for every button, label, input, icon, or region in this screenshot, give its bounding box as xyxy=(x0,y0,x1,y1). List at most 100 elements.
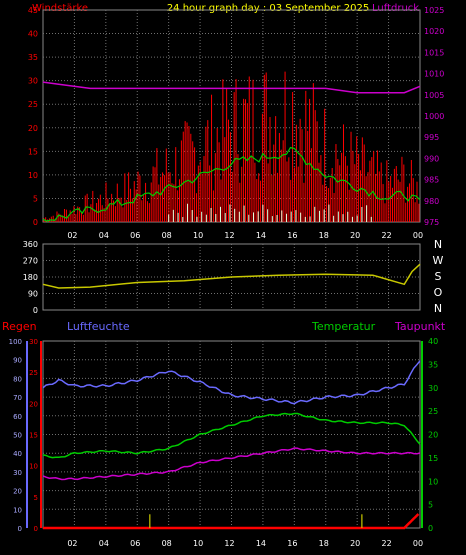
pressure-tick-label: 980 xyxy=(424,197,439,206)
temperature-tick-label: 5 xyxy=(428,501,433,510)
humidity-tick-label: 0 xyxy=(18,525,22,533)
temperature-tick-label: 25 xyxy=(428,407,438,416)
pressure-tick-label: 995 xyxy=(424,133,439,142)
humidity-axis: 0 10 20 30 40 50 60 70 80 90 100 xyxy=(9,338,28,533)
wind-tick-label: 10 xyxy=(28,171,38,180)
direction-tick-label: 0 xyxy=(33,306,38,315)
direction-tick-label: 270 xyxy=(23,257,38,266)
humidity-tick-label: 70 xyxy=(13,394,22,402)
direction-marks xyxy=(42,263,421,289)
wind-tick-label: 0 xyxy=(33,218,38,227)
compass-label: W xyxy=(433,254,444,267)
rain-tick-label: 30 xyxy=(29,338,38,346)
pressure-line xyxy=(42,81,421,94)
x-tick-label: 02 xyxy=(67,539,77,548)
humidity-tick-label: 20 xyxy=(13,488,22,496)
compass-label: N xyxy=(434,302,442,315)
humidity-tick-label: 10 xyxy=(13,506,22,514)
humidity-tick-label: 80 xyxy=(13,375,22,383)
x-tick-label: 22 xyxy=(381,539,391,548)
humidity-tick-label: 100 xyxy=(9,338,22,346)
wind-label: Windstärke xyxy=(32,3,88,14)
rain-axis: 0 5 10 15 20 25 30 xyxy=(29,338,42,533)
wind-tick-label: 5 xyxy=(33,194,38,203)
direction-tick-label: 180 xyxy=(23,273,38,282)
pressure-label: Luftdruck xyxy=(372,3,419,14)
wind-tick-label: 20 xyxy=(28,124,38,133)
x-tick-label: 00 xyxy=(413,539,423,548)
temperature-line xyxy=(42,412,421,459)
humidity-tick-label: 50 xyxy=(13,432,22,440)
wind-tick-label: 30 xyxy=(28,77,38,86)
x-tick-label: 20 xyxy=(350,231,360,240)
pressure-axis-ticks: 975 980 985 990 995 1000 1005 1010 1015 1020 1025 xyxy=(424,6,444,227)
x-tick-label: 04 xyxy=(99,539,109,548)
wind-tick-label: 25 xyxy=(28,100,38,109)
pressure-tick-label: 975 xyxy=(424,218,439,227)
rain-tick-label: 0 xyxy=(34,525,38,533)
x-tick-label: 18 xyxy=(319,539,329,548)
x-tick-label: 02 xyxy=(67,231,77,240)
humidity-line xyxy=(42,360,421,405)
direction-axis-ticks: 360 270 180 90 0 xyxy=(23,240,38,315)
dewpoint-label: Taupunkt xyxy=(394,320,446,333)
pressure-tick-label: 1010 xyxy=(424,70,444,79)
compass-label: N xyxy=(434,238,442,251)
x-tick-label: 08 xyxy=(162,231,172,240)
humidity-label: Luftfeuchte xyxy=(67,320,130,333)
temperature-tick-label: 10 xyxy=(428,477,438,486)
x-tick-label: 12 xyxy=(224,231,234,240)
pressure-tick-label: 1000 xyxy=(424,112,444,121)
pressure-tick-label: 1025 xyxy=(424,6,444,15)
pressure-tick-label: 985 xyxy=(424,176,439,185)
pressure-tick-label: 1015 xyxy=(424,48,444,57)
x-tick-label: 16 xyxy=(287,539,297,548)
rain-tick-label: 20 xyxy=(29,400,38,408)
rain-tick-label: 25 xyxy=(29,369,38,377)
x-tick-label: 10 xyxy=(193,231,203,240)
compass-label: S xyxy=(435,270,442,283)
temperature-tick-label: 35 xyxy=(428,360,438,369)
x-tick-label: 08 xyxy=(162,539,172,548)
temperature-tick-label: 0 xyxy=(428,524,433,533)
rain-line xyxy=(43,513,420,530)
x-tick-label: 04 xyxy=(99,231,109,240)
x-tick-label: 12 xyxy=(224,539,234,548)
wind-tick-label: 45 xyxy=(28,6,38,15)
direction-line xyxy=(42,263,421,289)
humidity-tick-label: 60 xyxy=(13,413,22,421)
wind-marks xyxy=(42,71,421,222)
pressure-tick-label: 1005 xyxy=(424,91,444,100)
x-tick-label: 14 xyxy=(256,539,266,548)
wind-x-ticks: 02 04 06 08 10 12 14 16 18 20 22 00 xyxy=(67,231,423,240)
x-tick-label: 14 xyxy=(256,231,266,240)
x-tick-label: 10 xyxy=(193,539,203,548)
temperature-tick-label: 40 xyxy=(428,337,438,346)
x-tick-label: 18 xyxy=(319,231,329,240)
chart-title: 24 hour graph day : 03 September 2025 xyxy=(167,3,369,14)
direction-tick-label: 90 xyxy=(28,290,38,299)
rain-label: Regen xyxy=(2,320,37,333)
wind-tick-label: 35 xyxy=(28,53,38,62)
x-tick-label: 06 xyxy=(130,231,140,240)
temperature-tick-label: 30 xyxy=(428,384,438,393)
wind-average-line xyxy=(42,146,421,222)
wind-tick-label: 40 xyxy=(28,30,38,39)
climate-marks xyxy=(42,360,421,530)
rain-tick-label: 10 xyxy=(29,463,38,471)
x-tick-label: 16 xyxy=(287,231,297,240)
humidity-tick-label: 30 xyxy=(13,469,22,477)
humidity-tick-label: 40 xyxy=(13,450,22,458)
wind-tick-label: 15 xyxy=(28,147,38,156)
x-tick-label: 20 xyxy=(350,539,360,548)
temperature-axis: 0 5 10 15 20 25 30 35 40 xyxy=(421,337,438,533)
dewpoint-line xyxy=(42,447,421,481)
pressure-tick-label: 1020 xyxy=(424,27,444,36)
x-tick-label: 06 xyxy=(130,539,140,548)
temperature-tick-label: 20 xyxy=(428,431,438,440)
wind-axis-ticks: 0 5 10 15 20 25 30 35 40 45 xyxy=(28,6,38,227)
x-tick-label: 22 xyxy=(381,231,391,240)
rain-tick-label: 15 xyxy=(29,432,38,440)
